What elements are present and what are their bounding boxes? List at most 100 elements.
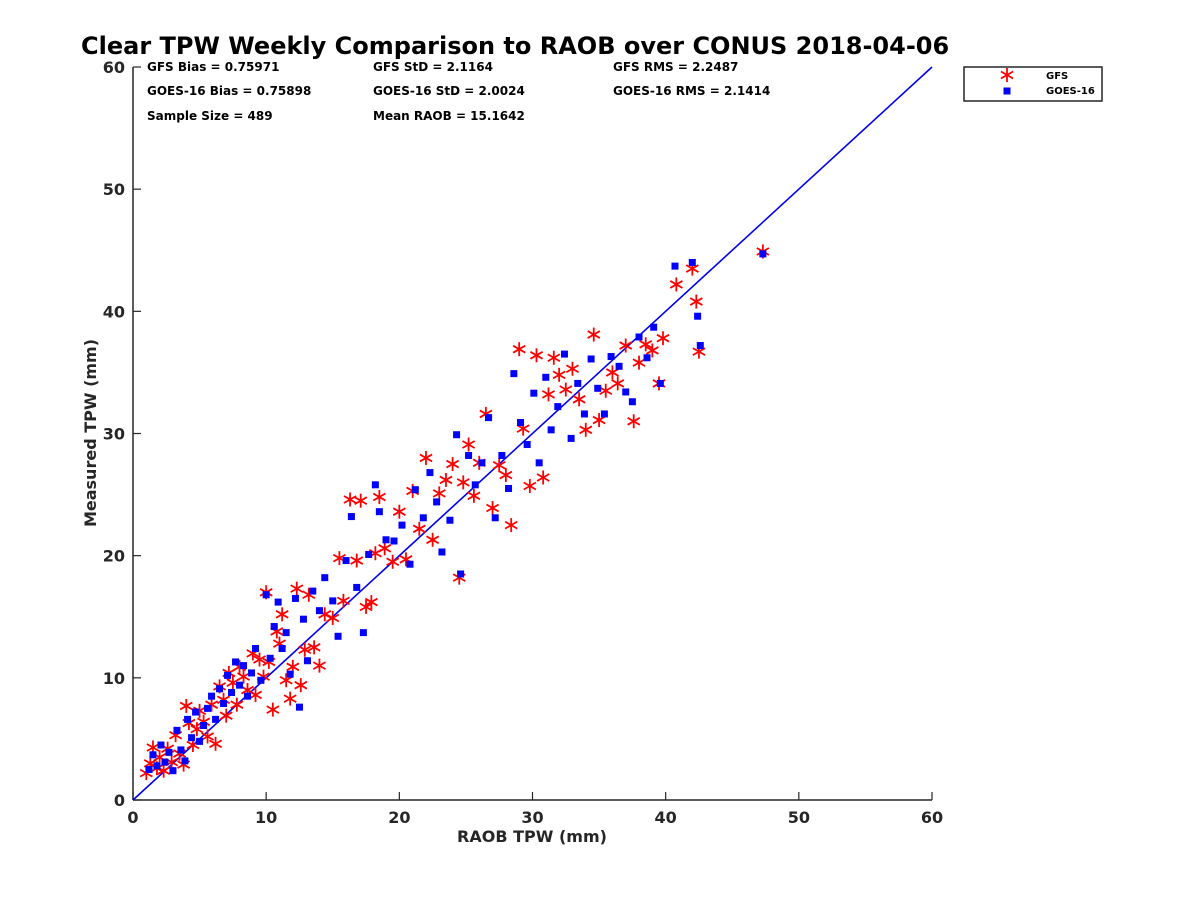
goes16-point: [759, 250, 767, 258]
series-gfs: [139, 244, 770, 781]
gfs-point: [656, 331, 670, 346]
goes16-point: [204, 704, 212, 712]
gfs-point: [298, 642, 312, 657]
goes16-point: [177, 746, 185, 754]
goes16-point: [157, 741, 165, 749]
gfs-point: [336, 593, 350, 608]
goes16-point: [510, 370, 518, 378]
legend-goes-label: GOES-16: [1046, 86, 1095, 97]
gfs-point: [359, 599, 373, 614]
goes16-point: [600, 410, 608, 418]
goes16-point: [365, 550, 373, 558]
gfs-point: [252, 652, 267, 667]
goes16-point: [161, 758, 169, 766]
goes16-point: [628, 398, 636, 406]
gfs-point: [230, 697, 244, 712]
goes16-point: [688, 258, 696, 266]
y-tick-label: 40: [103, 302, 125, 321]
x-axis-label: RAOB TPW (mm): [457, 827, 607, 846]
goes16-point: [188, 734, 196, 742]
goes16-point: [274, 598, 282, 606]
goes16-point: [656, 379, 664, 387]
goes16-point: [535, 459, 543, 467]
gfs-point: [439, 472, 453, 487]
goes16-point: [196, 737, 204, 745]
goes16-point: [266, 654, 274, 662]
gfs-point: [486, 501, 500, 516]
goes16-point: [696, 342, 704, 350]
goes16-point: [309, 587, 317, 595]
y-tick-label: 0: [114, 791, 125, 810]
goes16-point: [321, 574, 329, 582]
goes16-point: [216, 685, 224, 693]
goes16-point: [224, 671, 232, 679]
goes16-point: [615, 362, 623, 370]
legend-goes-marker: [1003, 87, 1011, 95]
gfs-point: [279, 673, 293, 688]
gfs-point: [619, 338, 633, 353]
goes16-point: [650, 323, 658, 331]
goes16-point: [635, 333, 643, 341]
gfs-point: [639, 337, 653, 352]
legend-goes-symbol: [1003, 87, 1011, 95]
gfs-point: [179, 698, 193, 713]
goes16-point: [390, 537, 398, 545]
goes16-point: [334, 632, 342, 640]
gfs-point: [492, 458, 506, 473]
goes16-point: [270, 623, 278, 631]
goes16-point: [248, 669, 256, 677]
gfs-point: [499, 468, 513, 483]
gfs-point: [283, 691, 297, 706]
gfs-point: [392, 504, 406, 519]
x-tick-label: 30: [521, 808, 543, 827]
legend: GFS GOES-16: [963, 66, 1103, 102]
stat-gfs-std: GFS StD = 2.1164: [373, 60, 493, 74]
plot-axes: 0 10 20 30 40 50 60 0 10 20 30 40 50 60: [103, 58, 943, 827]
goes16-point: [359, 629, 367, 637]
gfs-point: [523, 479, 537, 494]
goes16-point: [607, 353, 615, 361]
gfs-point: [504, 518, 518, 533]
x-tick-label: 10: [255, 808, 277, 827]
gfs-point: [275, 607, 289, 622]
plot-marks: [132, 66, 933, 801]
goes16-point: [419, 514, 427, 522]
goes16-point: [530, 389, 538, 397]
goes16-point: [567, 434, 575, 442]
gfs-point: [632, 355, 646, 370]
goes16-point: [303, 657, 311, 665]
goes16-point: [406, 560, 414, 568]
x-tick-label: 0: [127, 808, 138, 827]
goes16-point: [153, 762, 161, 770]
goes16-point: [262, 591, 270, 599]
goes16-point: [208, 692, 216, 700]
gfs-point: [599, 383, 613, 398]
stat-gfs-bias: GFS Bias = 0.75971: [147, 60, 279, 74]
y-tick-label: 10: [103, 669, 125, 688]
goes16-point: [228, 688, 236, 696]
goes16-point: [232, 658, 240, 666]
goes16-point: [554, 403, 562, 411]
goes16-point: [291, 594, 299, 602]
stat-goes-rms: GOES-16 RMS = 2.1414: [613, 84, 770, 98]
goes16-point: [149, 751, 157, 759]
gfs-point: [248, 687, 263, 702]
goes16-point: [165, 748, 173, 756]
goes16-point: [295, 703, 303, 711]
goes16-point: [244, 692, 252, 700]
gfs-point: [364, 595, 378, 610]
gfs-point: [565, 361, 579, 376]
gfs-point: [552, 367, 566, 382]
y-axis-label: Measured TPW (mm): [81, 339, 100, 527]
goes16-point: [382, 536, 390, 544]
goes16-point: [240, 662, 248, 670]
gfs-point: [579, 422, 593, 437]
goes16-point: [542, 373, 550, 381]
gfs-point: [294, 678, 308, 693]
goes16-point: [478, 459, 486, 467]
gfs-point: [467, 488, 481, 503]
goes16-point: [236, 681, 244, 689]
gfs-point: [209, 736, 223, 751]
gfs-point: [419, 450, 433, 465]
